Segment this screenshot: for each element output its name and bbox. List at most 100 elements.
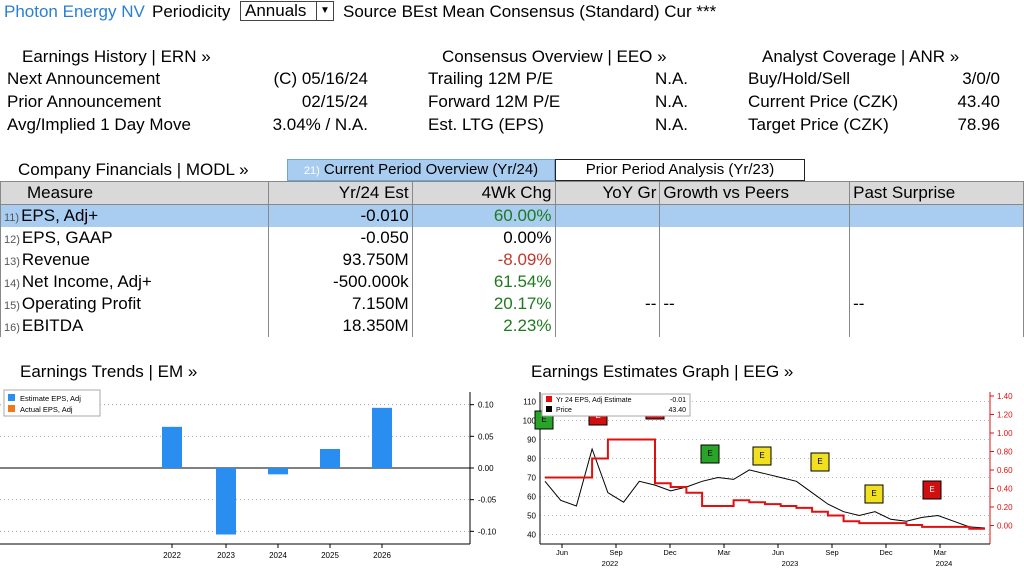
table-row[interactable]: 13) Revenue 93.750M -8.09% [0,249,1024,271]
ltg-eps-value: N.A. [654,115,688,134]
tab-current-period-label: Current Period Overview (Yr/24) [323,161,539,178]
legend-swatch-actual [8,405,15,412]
top-bar: Photon Energy NV Periodicity Annuals ▼ S… [0,0,1024,24]
estimate-line [545,438,985,530]
surprise-cell [849,315,1024,337]
periodicity-value: Annuals [245,1,307,20]
event-marker-icon: E [922,480,942,500]
table-row[interactable]: 11) EPS, Adj+ -0.010 60.00% [0,204,1024,227]
event-marker-label: E [871,489,876,498]
trailing-pe-value: N.A. [654,69,688,88]
prior-announcement-value: 02/15/24 [301,92,368,111]
legend-box [541,393,691,417]
table-row[interactable]: 15) Operating Profit 7.150M 20.17% -- -- -- [0,293,1024,315]
measure-label[interactable]: Revenue [21,250,90,269]
col-measure[interactable]: Measure [0,181,269,205]
event-marker-label: E [541,415,546,424]
source-info: Source BEst Mean Consensus (Standard) Cu… [343,2,717,21]
event-marker-label: E [929,485,934,494]
measure-cell: 13) Revenue [0,249,269,271]
peers-cell [659,249,851,271]
table-row[interactable]: 16) EBITDA 18.350M 2.23% [0,315,1024,337]
event-marker-label: E [707,449,712,458]
event-marker-icon: E [810,452,830,472]
next-announcement-label: Next Announcement [7,69,161,88]
measure-cell: 14) Net Income, Adj+ [0,271,269,293]
yoy-cell [554,271,661,293]
trailing-pe-label: Trailing 12M P/E [428,69,554,88]
table-row[interactable]: 12) EPS, GAAP -0.050 0.00% [0,227,1024,249]
x-tick-label: Sep [609,548,622,557]
left-y-tick-label: 80 [527,455,536,464]
measure-label[interactable]: EPS, GAAP [21,228,113,247]
tab-prior-period-label: Prior Period Analysis (Yr/23) [585,161,775,178]
buy-hold-sell-label: Buy/Hold/Sell [748,69,851,88]
consensus-overview-header[interactable]: Consensus Overview | EEO » [442,47,667,66]
price-line [544,447,986,529]
measure-label[interactable]: EBITDA [21,316,84,335]
left-y-tick-label: 70 [527,474,536,483]
chart-legend: Estimate EPS, Adj Actual EPS, Adj [3,389,101,417]
x-tick-label: 2025 [321,551,339,560]
event-marker-box [700,444,720,464]
peers-cell: -- [659,293,851,315]
earnings-estimates-chart: 1.40 1.20 1.00 0.80 0.60 0.40 0.20 0.00 110 100 90… [523,392,1013,568]
measure-label[interactable]: Net Income, Adj+ [21,272,152,291]
peers-cell [659,315,851,337]
col-past-surprise[interactable]: Past Surprise [849,181,1024,205]
current-price-label: Current Price (CZK) [748,92,899,111]
row-index: 14) [4,278,20,290]
periodicity-dropdown[interactable]: Annuals ▼ [240,1,334,21]
x-tick-label: 2026 [373,551,391,560]
tab-current-period-num: 21) [303,165,320,177]
chart-legend: Yr 24 EPS, Adj Estimate -0.01 Price 43.40 [541,393,691,417]
table-row[interactable]: 14) Net Income, Adj+ -500.000k 61.54% [0,271,1024,293]
surprise-cell [849,227,1024,249]
chg-cell: 20.17% [411,293,556,315]
periodicity-label: Periodicity [152,2,231,21]
yoy-cell [554,227,661,249]
bar [320,449,340,468]
chevron-down-icon[interactable]: ▼ [316,2,333,20]
chg-cell: -8.09% [411,249,556,271]
next-announcement-value: (C) 05/16/24 [273,69,369,88]
company-name[interactable]: Photon Energy NV [4,2,145,21]
left-y-tick-label: 100 [523,417,537,426]
event-marker-icon: E [700,444,720,464]
measure-label[interactable]: EPS, Adj+ [21,206,99,225]
earnings-estimates-graph-header[interactable]: Earnings Estimates Graph | EEG » [531,362,794,381]
x-tick-label: 2023 [217,551,235,560]
right-y-tick-label: 0.00 [997,522,1013,531]
x-year-label: 2024 [936,559,953,568]
earnings-trends-header[interactable]: Earnings Trends | EM » [20,362,198,381]
right-y-tick-label: 0.20 [997,503,1013,512]
left-y-tick-label: 110 [523,398,536,407]
event-marker-icon: E [864,484,884,504]
tab-prior-period[interactable]: Prior Period Analysis (Yr/23) [555,159,805,181]
tab-current-period[interactable]: 21) Current Period Overview (Yr/24) [287,159,555,181]
legend-label: Price [556,407,572,414]
company-financials-header[interactable]: Company Financials | MODL » [18,160,249,179]
yoy-cell [554,204,661,227]
col-4wk-chg[interactable]: 4Wk Chg [411,181,556,205]
event-marker-box [810,452,830,472]
buy-hold-sell-value: 3/0/0 [962,69,1000,88]
measure-cell: 11) EPS, Adj+ [0,204,269,227]
col-yr24-est[interactable]: Yr/24 Est [267,181,413,205]
x-year-label: 2023 [782,559,799,568]
measure-label[interactable]: Operating Profit [21,294,141,313]
row-index: 15) [4,300,20,312]
legend-swatch-estimate [8,394,15,401]
col-growth-vs-peers[interactable]: Growth vs Peers [659,181,851,205]
table-header-row: Measure Yr/24 Est 4Wk Chg YoY Gr Growth … [0,181,1024,205]
legend-value: -0.01 [670,397,686,404]
col-yoy-gr[interactable]: YoY Gr [554,181,661,205]
earnings-history-header[interactable]: Earnings History | ERN » [22,47,211,66]
bar [372,407,392,468]
est-cell: -0.010 [267,204,413,227]
peers-cell [659,271,851,293]
event-marker-label: E [817,457,822,466]
surprise-cell [849,249,1024,271]
prior-announcement-label: Prior Announcement [7,92,162,111]
analyst-coverage-header[interactable]: Analyst Coverage | ANR » [762,47,960,66]
